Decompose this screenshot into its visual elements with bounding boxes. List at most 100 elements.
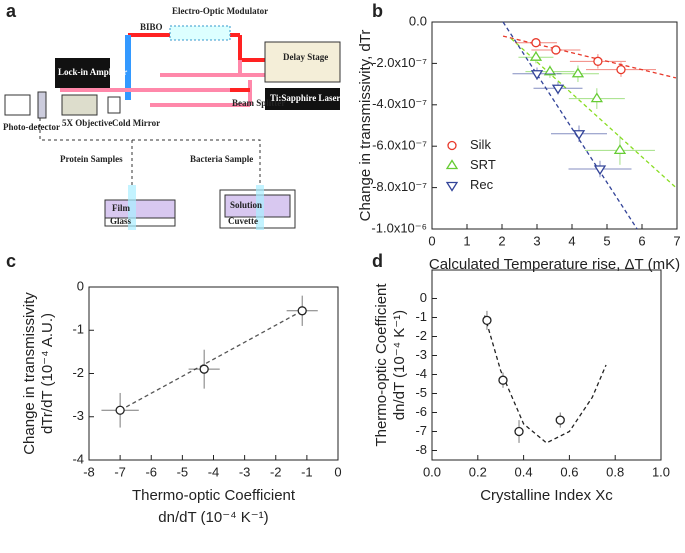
x-tick-label: 0 — [428, 233, 435, 248]
y-axis-label: dn/dT (10⁻⁴ K⁻¹) — [391, 310, 408, 420]
point — [531, 38, 541, 48]
point — [115, 405, 125, 415]
panel-label: a — [6, 1, 17, 21]
y-tick-label: 0 — [420, 290, 427, 305]
y-tick-label: 0.0 — [409, 13, 427, 28]
point — [498, 375, 508, 385]
point — [616, 64, 626, 75]
x-axis-label: Thermo-optic Coefficient — [132, 487, 296, 504]
panel-label: c — [6, 251, 16, 271]
panel-label: b — [372, 1, 383, 21]
x-tick-label: 3 — [533, 233, 540, 248]
diagram-label: Beam Splitter — [232, 98, 285, 108]
x-tick-label: 0.8 — [606, 464, 624, 479]
point — [571, 67, 585, 78]
setup-diagram: BIBO Electro-Optic Modulator Delay Stage… — [3, 6, 341, 230]
y-tick-label: -6 — [415, 404, 427, 419]
y-axis-label: Change in transmissivity, dTr — [357, 30, 374, 222]
point — [551, 45, 561, 55]
fit-line — [484, 315, 607, 444]
point — [482, 315, 492, 326]
x-tick-label: -4 — [208, 464, 220, 479]
x-tick-label: 1.0 — [652, 464, 670, 479]
diagram-label: 5X Objective — [62, 118, 112, 128]
panel-label: d — [372, 251, 383, 271]
x-tick-label: -1 — [301, 464, 313, 479]
point — [529, 50, 543, 61]
y-tick-label: -4 — [72, 451, 84, 466]
y-tick-label: -5 — [415, 385, 427, 400]
diagram-label: Protein Samples — [60, 154, 123, 164]
y-tick-label: -7 — [415, 423, 427, 438]
y-tick-label: -1.0x10⁻⁶ — [371, 220, 427, 235]
x-tick-label: 0 — [334, 464, 341, 479]
y-tick-label: -4.0x10⁻⁷ — [372, 96, 427, 111]
x-tick-label: 0.2 — [469, 464, 487, 479]
fit-line — [119, 310, 303, 411]
diagram-label: Electro-Optic Modulator — [172, 6, 268, 16]
plot-frame — [431, 21, 678, 230]
y-tick-label: -6.0x10⁻⁷ — [372, 138, 427, 153]
x-tick-label: 7 — [673, 233, 680, 248]
diagram-label: Solution — [230, 200, 262, 210]
y-tick-label: -2 — [72, 365, 84, 380]
x-tick-label: -7 — [114, 464, 126, 479]
y-tick-label: -2.0x10⁻⁷ — [372, 55, 427, 70]
y-tick-label: -2 — [415, 328, 427, 343]
x-tick-label: 6 — [638, 233, 645, 248]
point — [590, 92, 604, 103]
y-tick-label: -4 — [415, 366, 427, 381]
diagram-label: Bacteria Sample — [190, 154, 253, 164]
x-tick-label: -5 — [177, 464, 189, 479]
x-tick-label: 5 — [603, 233, 610, 248]
legend-marker — [447, 140, 457, 151]
x-tick-label: -8 — [83, 464, 95, 479]
point — [297, 306, 307, 316]
delay-stage-box — [264, 41, 341, 83]
point — [613, 144, 627, 154]
point — [572, 130, 586, 141]
point — [555, 415, 565, 425]
y-tick-label: -8.0x10⁻⁷ — [372, 179, 427, 194]
x-axis-label: Calculated Temperature rise, ΔT (mK) — [429, 256, 680, 273]
diagram-label: Glass — [110, 216, 132, 226]
diagram-label: Delay Stage — [283, 52, 328, 62]
legend-label: Rec — [470, 177, 494, 192]
x-tick-label: 4 — [568, 233, 575, 248]
point — [593, 56, 603, 66]
x-tick-label: 2 — [498, 233, 505, 248]
diagram-label: Ti:Sapphire Laser — [270, 93, 340, 103]
diagram-label: Lock-in Amplifier — [58, 67, 127, 77]
point — [530, 70, 544, 80]
point — [551, 84, 565, 95]
fit-line — [502, 21, 638, 230]
y-axis-label: dTr/dT (10⁻⁴ A.U.) — [39, 313, 56, 434]
y-tick-label: -1 — [415, 309, 427, 324]
diagram-label: Film — [112, 203, 130, 213]
diagram-label: BIBO — [140, 22, 163, 32]
x-tick-label: 0.4 — [515, 464, 533, 479]
point — [543, 65, 557, 76]
y-axis-label: Change in transmissivity — [21, 292, 38, 455]
x-axis-label: dn/dT (10⁻⁴ K⁻¹) — [158, 509, 268, 526]
legend-marker — [445, 181, 459, 192]
fit-line — [510, 38, 677, 189]
y-tick-label: -3 — [72, 408, 84, 423]
x-tick-label: -6 — [145, 464, 157, 479]
y-tick-label: -3 — [415, 347, 427, 362]
x-tick-label: -2 — [270, 464, 282, 479]
x-tick-label: 1 — [463, 233, 470, 248]
y-axis-label: Thermo-optic Coefficient — [373, 283, 390, 447]
legend-label: SRT — [470, 157, 496, 172]
legend-marker — [445, 159, 459, 170]
y-tick-label: 0 — [77, 278, 84, 293]
diagram-label: Cold Mirror — [112, 118, 160, 128]
x-axis-label: Crystalline Index Xc — [480, 487, 613, 504]
legend-label: Silk — [470, 137, 491, 152]
y-tick-label: -1 — [72, 322, 84, 337]
point — [199, 364, 209, 374]
x-tick-label: 0.6 — [560, 464, 578, 479]
x-tick-label: 0.0 — [423, 464, 441, 479]
x-tick-label: -3 — [239, 464, 251, 479]
